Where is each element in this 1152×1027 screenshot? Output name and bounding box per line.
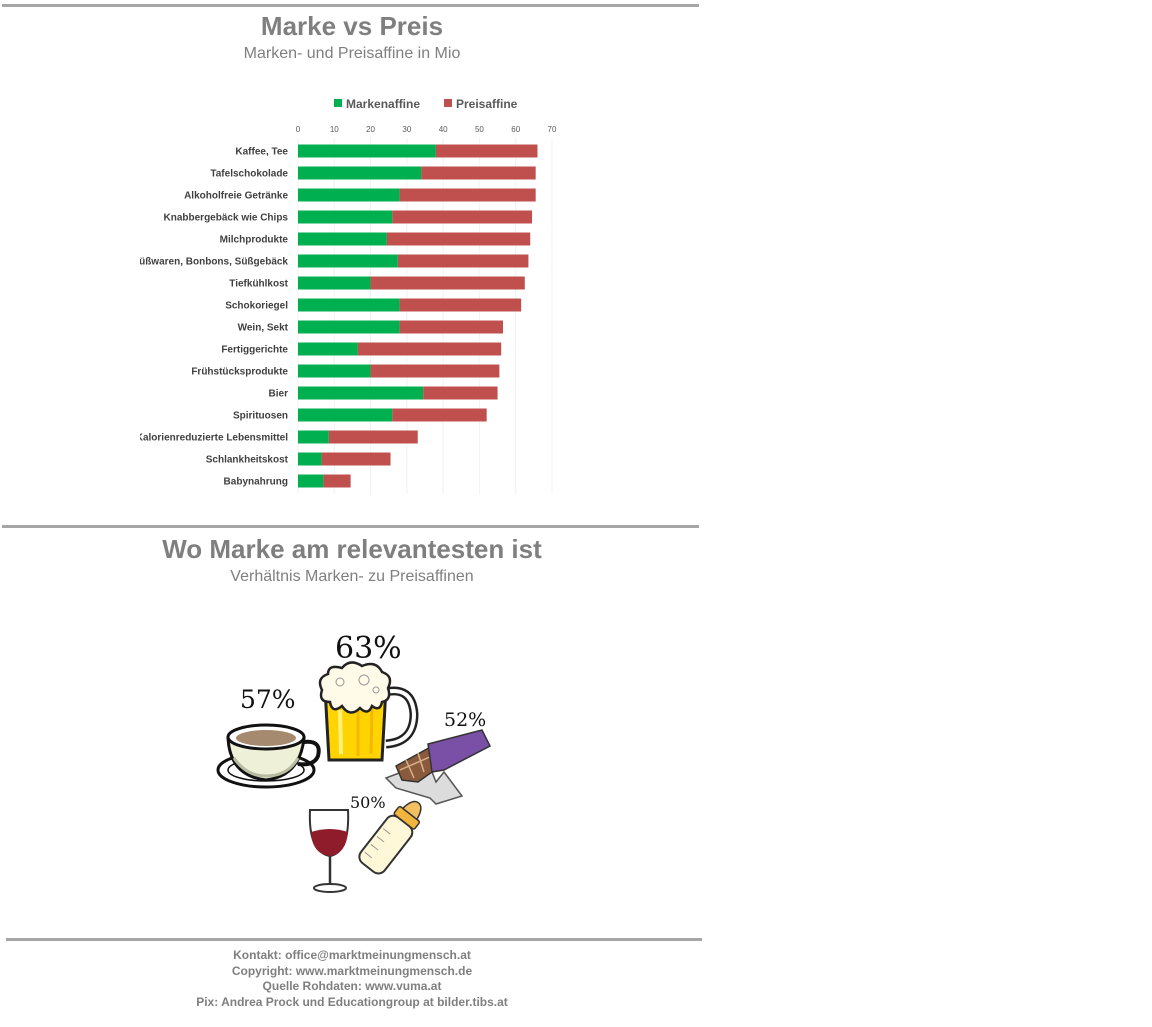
top-divider (2, 4, 699, 7)
bar-preisaffine (392, 210, 533, 224)
bar-markenaffine (298, 364, 371, 378)
baby-bottle-icon (358, 800, 422, 875)
bar-preisaffine (392, 408, 487, 422)
legend-swatch (334, 99, 342, 107)
bar-preisaffine (435, 144, 538, 158)
category-label: Spirituosen (233, 411, 288, 422)
category-label: Schokoriegel (225, 301, 288, 312)
bar-markenaffine (298, 144, 436, 158)
chart-title: Marke vs Preis (260, 11, 444, 41)
bar-preisaffine (370, 276, 525, 290)
footer-contact: Kontakt: office@marktmeinungmensch.at (233, 948, 471, 962)
beer-mug-icon (318, 661, 419, 762)
category-label: Tafelschokolade (210, 169, 288, 180)
bar-markenaffine (298, 452, 322, 466)
bar-preisaffine (399, 298, 522, 312)
section2-title: Wo Marke am relevantesten ist (162, 534, 542, 564)
bar-preisaffine (370, 364, 500, 378)
category-label: Fertiggerichte (221, 345, 288, 356)
category-label: Schlankheitskost (206, 455, 289, 466)
bar-preisaffine (399, 320, 504, 334)
bar-markenaffine (298, 408, 393, 422)
chocolate-bar-icon (384, 729, 492, 805)
category-label: Süßwaren, Bonbons, Süßgebäck (140, 257, 288, 268)
x-tick-label: 40 (439, 125, 448, 134)
x-tick-label: 0 (296, 125, 301, 134)
bar-preisaffine (399, 188, 536, 202)
bar-markenaffine (298, 342, 358, 356)
bar-markenaffine (298, 386, 424, 400)
footer-copyright: Copyright: www.marktmeinungmensch.de (231, 963, 473, 978)
beer-percent: 63% (335, 631, 402, 666)
coffee-percent: 57% (240, 685, 296, 714)
wine-glass-icon (308, 809, 350, 893)
bar-markenaffine (298, 298, 400, 312)
bar-markenaffine (298, 188, 400, 202)
bar-preisaffine (357, 342, 502, 356)
legend-label: Preisaffine (456, 97, 518, 111)
category-label: Wein, Sekt (238, 323, 289, 334)
stacked-bar-chart: 0 10 20 30 40 50 60 70 Markenaffine Preisaffine Ka… (140, 97, 557, 494)
legend-swatch (444, 99, 452, 107)
bar-preisaffine (321, 452, 391, 466)
category-label: Babynahrung (224, 477, 288, 488)
middle-divider (2, 525, 699, 528)
bar-preisaffine (421, 166, 536, 180)
wine-percent: 50% (350, 793, 386, 812)
bar-preisaffine (323, 474, 351, 488)
bar-preisaffine (328, 430, 418, 444)
chocolate-percent: 52% (444, 709, 486, 731)
bar-preisaffine (386, 232, 531, 246)
bar-markenaffine (298, 276, 371, 290)
category-label: Frühstücksprodukte (191, 367, 288, 378)
category-label: Knabbergebäck wie Chips (164, 213, 289, 224)
footer: Kontakt: office@marktmeinungmensch.at Co… (0, 948, 704, 1010)
x-tick-label: 20 (366, 125, 375, 134)
legend-label: Markenaffine (346, 97, 420, 111)
bottom-divider (6, 938, 702, 941)
category-label: Bier (269, 389, 289, 400)
bar-preisaffine (423, 386, 498, 400)
category-label: Kaffee, Tee (235, 147, 288, 158)
category-label: Kalorienreduzierte Lebensmittel (140, 433, 288, 444)
x-tick-label: 50 (475, 125, 484, 134)
x-tick-label: 60 (511, 125, 520, 134)
x-tick-label: 70 (548, 125, 557, 134)
bar-markenaffine (298, 210, 393, 224)
bar-markenaffine (298, 430, 329, 444)
bar-markenaffine (298, 320, 400, 334)
footer-pix: Pix: Andrea Prock und Educationgroup at … (196, 994, 508, 1009)
category-label: Tiefkühlkost (229, 279, 288, 290)
section2-subtitle: Verhältnis Marken- zu Preisaffinen (230, 568, 474, 585)
bar-markenaffine (298, 232, 387, 246)
coffee-cup-icon (216, 723, 321, 789)
category-label: Alkoholfreie Getränke (184, 191, 288, 202)
x-tick-label: 10 (330, 125, 339, 134)
bar-preisaffine (397, 254, 529, 268)
bar-markenaffine (298, 474, 324, 488)
category-label: Milchprodukte (220, 235, 289, 246)
chart-subtitle: Marken- und Preisaffine in Mio (243, 45, 461, 62)
product-illustrations: 63% 57% 52% 50% (216, 631, 492, 893)
bar-markenaffine (298, 166, 422, 180)
x-tick-label: 30 (402, 125, 411, 134)
footer-source: Quelle Rohdaten: www.vuma.at (262, 979, 442, 993)
bar-markenaffine (298, 254, 398, 268)
